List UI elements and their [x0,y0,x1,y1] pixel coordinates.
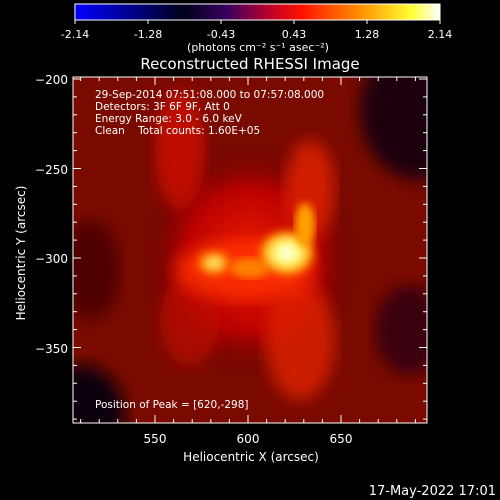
x-axis-label: Heliocentric X (arcsec) [183,450,319,464]
info-clean-counts: Clean Total counts: 1.60E+05 [95,125,260,137]
colorbar-tick-label: -2.14 [61,28,89,41]
colorbar: -2.14 -1.28 -0.43 0.43 1.28 2.14 (photon… [61,3,453,54]
plot-axes: 550 600 650 −200 −250 −300 −350 Heliocen… [14,73,428,464]
y-tick-label: −350 [35,342,68,356]
x-tick-label: 650 [330,432,353,446]
rhessi-image [73,77,427,423]
colorbar-tick-label: 1.28 [355,28,380,41]
info-detectors: Detectors: 3F 6F 9F, Att 0 [95,101,230,113]
footer-timestamp: 17-May-2022 17:01 [369,484,496,499]
y-tick-label: −250 [35,163,68,177]
peak-position-text: Position of Peak = [620,-298] [95,399,249,411]
plot-frame [72,76,428,424]
colorbar-ticks [74,20,441,24]
colorbar-tick-label: 2.14 [428,28,453,41]
plot-title: Reconstructed RHESSI Image [140,55,359,73]
observation-info: 29-Sep-2014 07:51:08.000 to 07:57:08.000… [95,89,324,411]
colorbar-tick-label: 0.43 [282,28,307,41]
info-time-range: 29-Sep-2014 07:51:08.000 to 07:57:08.000 [95,89,324,101]
x-tick-label: 600 [237,432,260,446]
info-energy-range: Energy Range: 3.0 - 6.0 keV [95,113,243,125]
axis-ticks [73,77,427,423]
colorbar-tick-label: -1.28 [134,28,162,41]
x-tick-label: 550 [144,432,167,446]
y-axis-label: Heliocentric Y (arcsec) [14,186,28,321]
colorbar-tick-label: -0.43 [207,28,235,41]
y-tick-label: −300 [35,252,68,266]
colorbar-unit-label: (photons cm⁻² s⁻¹ asec⁻²) [187,41,329,54]
colorbar-gradient [74,3,441,21]
y-tick-label: −200 [35,73,68,87]
